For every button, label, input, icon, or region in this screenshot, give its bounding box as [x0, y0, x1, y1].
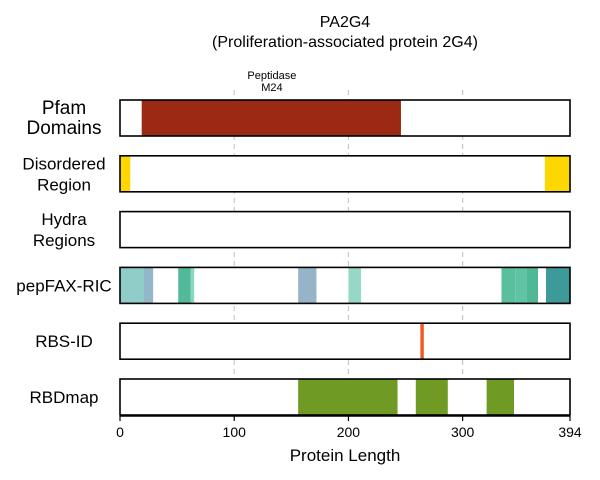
segment — [348, 267, 361, 304]
chart-title: PA2G4 (Proliferation-associated protein 2… — [212, 14, 478, 51]
segment — [515, 267, 527, 304]
x-tick-label: 394 — [558, 424, 582, 440]
segment — [526, 267, 539, 304]
x-tick-label: 200 — [337, 424, 361, 440]
track-3: pepFAX-RIC — [16, 266, 571, 305]
track-border — [119, 378, 571, 416]
grid-lines — [233, 90, 464, 416]
track-background — [120, 211, 570, 248]
track-2: Hydra Regions — [33, 210, 571, 250]
x-axis: 0 100 200 300 394 — [116, 415, 582, 440]
segment — [298, 379, 398, 415]
segment — [546, 267, 570, 304]
track-label: RBS-ID — [35, 332, 93, 351]
segment — [141, 100, 401, 136]
segment — [178, 267, 191, 304]
track-label: pepFAX-RIC — [16, 276, 111, 295]
track-background — [120, 267, 570, 304]
track-border — [119, 322, 571, 361]
track-label: Region — [37, 175, 91, 194]
segment — [420, 323, 424, 360]
track-background — [120, 155, 570, 192]
segment — [120, 155, 131, 192]
track-label: Hydra — [41, 210, 87, 229]
segment — [120, 267, 144, 304]
track-label: RBDmap — [30, 388, 99, 407]
segment — [298, 267, 317, 304]
track-label: Disordered — [22, 154, 105, 173]
x-axis-label: Protein Length — [290, 446, 401, 465]
track-background — [120, 323, 570, 360]
segment — [544, 155, 570, 192]
x-tick-label: 0 — [116, 424, 124, 440]
segment — [190, 267, 195, 304]
segment — [415, 379, 448, 415]
segment — [143, 267, 154, 304]
x-tick-label: 300 — [451, 424, 475, 440]
track-border — [119, 155, 571, 193]
track-1: Disordered Region — [22, 154, 571, 194]
track-5: RBDmap — [30, 378, 571, 416]
track-label: Pfam — [42, 98, 86, 119]
track-border — [119, 266, 571, 305]
title-protein: (Proliferation-associated protein 2G4) — [212, 34, 478, 51]
x-tick-label: 100 — [223, 424, 247, 440]
track-label: Domains — [27, 118, 102, 139]
track-border — [119, 99, 571, 137]
segment — [486, 379, 515, 415]
title-gene: PA2G4 — [320, 14, 371, 31]
segment — [501, 267, 516, 304]
segment-annotation: Peptidase — [247, 70, 296, 82]
segment-annotation: M24 — [261, 82, 282, 94]
track-label: Regions — [33, 231, 95, 250]
track-border — [119, 210, 571, 249]
track-4: RBS-ID — [35, 322, 571, 361]
